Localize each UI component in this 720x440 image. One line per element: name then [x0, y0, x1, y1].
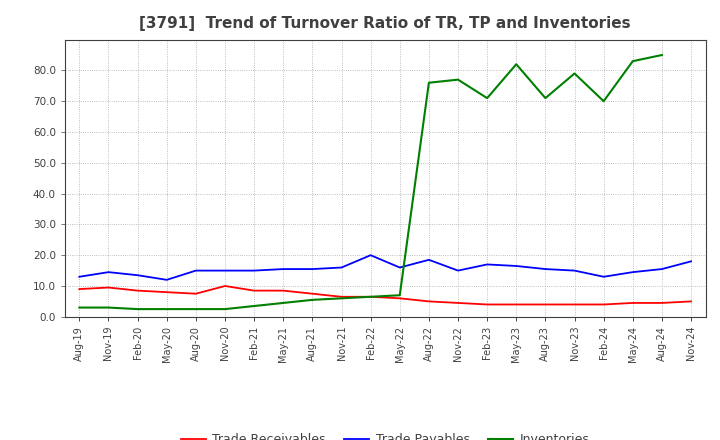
Trade Receivables [104, 285, 113, 290]
Trade Receivables [512, 302, 521, 307]
Trade Payables [425, 257, 433, 262]
Trade Payables [75, 274, 84, 279]
Trade Receivables [250, 288, 258, 293]
Trade Payables [163, 277, 171, 282]
Legend: Trade Receivables, Trade Payables, Inventories: Trade Receivables, Trade Payables, Inven… [176, 429, 595, 440]
Trade Receivables [599, 302, 608, 307]
Inventories [337, 296, 346, 301]
Inventories [454, 77, 462, 82]
Trade Receivables [308, 291, 317, 297]
Trade Payables [454, 268, 462, 273]
Trade Receivables [541, 302, 550, 307]
Trade Receivables [570, 302, 579, 307]
Inventories [657, 52, 666, 58]
Trade Receivables [366, 294, 375, 299]
Line: Trade Payables: Trade Payables [79, 255, 691, 280]
Trade Payables [192, 268, 200, 273]
Trade Receivables [192, 291, 200, 297]
Trade Payables [133, 272, 142, 278]
Line: Inventories: Inventories [79, 55, 662, 309]
Inventories [425, 80, 433, 85]
Trade Receivables [687, 299, 696, 304]
Inventories [483, 95, 492, 101]
Inventories [279, 300, 287, 305]
Trade Receivables [629, 300, 637, 305]
Inventories [75, 305, 84, 310]
Inventories [133, 306, 142, 312]
Trade Payables [220, 268, 229, 273]
Trade Receivables [454, 300, 462, 305]
Trade Payables [308, 266, 317, 271]
Trade Payables [599, 274, 608, 279]
Inventories [308, 297, 317, 303]
Trade Payables [366, 253, 375, 258]
Trade Payables [337, 265, 346, 270]
Inventories [629, 59, 637, 64]
Trade Payables [512, 263, 521, 268]
Trade Payables [483, 262, 492, 267]
Trade Payables [570, 268, 579, 273]
Inventories [163, 306, 171, 312]
Trade Payables [104, 269, 113, 275]
Trade Payables [629, 269, 637, 275]
Trade Payables [687, 259, 696, 264]
Inventories [104, 305, 113, 310]
Inventories [541, 95, 550, 101]
Trade Receivables [425, 299, 433, 304]
Inventories [512, 62, 521, 67]
Trade Receivables [133, 288, 142, 293]
Trade Receivables [163, 290, 171, 295]
Trade Payables [279, 266, 287, 271]
Inventories [570, 71, 579, 76]
Trade Receivables [337, 294, 346, 299]
Trade Receivables [395, 296, 404, 301]
Inventories [395, 293, 404, 298]
Inventories [250, 304, 258, 309]
Inventories [192, 306, 200, 312]
Line: Trade Receivables: Trade Receivables [79, 286, 691, 304]
Trade Receivables [220, 283, 229, 289]
Trade Receivables [657, 300, 666, 305]
Inventories [599, 99, 608, 104]
Trade Payables [250, 268, 258, 273]
Inventories [220, 306, 229, 312]
Trade Payables [657, 266, 666, 271]
Inventories [366, 294, 375, 299]
Trade Receivables [279, 288, 287, 293]
Trade Payables [541, 266, 550, 271]
Title: [3791]  Trend of Turnover Ratio of TR, TP and Inventories: [3791] Trend of Turnover Ratio of TR, TP… [140, 16, 631, 32]
Trade Receivables [483, 302, 492, 307]
Trade Receivables [75, 286, 84, 292]
Trade Payables [395, 265, 404, 270]
